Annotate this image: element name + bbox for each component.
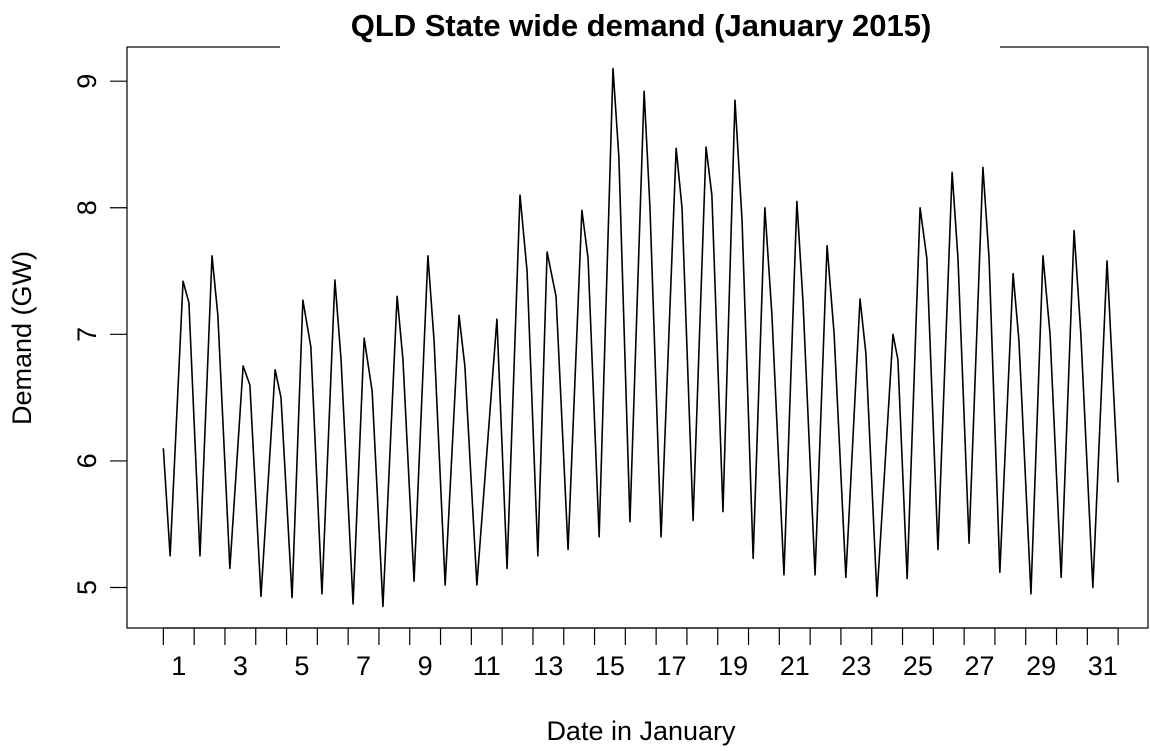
x-tick-label: 17	[657, 651, 687, 681]
chart-title: QLD State wide demand (January 2015)	[351, 8, 932, 43]
y-tick-label: 6	[72, 453, 102, 468]
x-tick-label: 15	[595, 651, 625, 681]
x-tick-label: 21	[780, 651, 810, 681]
x-tick-label: 5	[294, 651, 309, 681]
x-axis-label: Date in January	[546, 716, 736, 746]
x-tick-label: 27	[965, 651, 995, 681]
x-tick-label: 19	[718, 651, 748, 681]
y-tick-label: 9	[72, 74, 102, 89]
x-tick-label: 31	[1088, 651, 1118, 681]
y-axis-label: Demand (GW)	[7, 251, 37, 425]
x-tick-label: 9	[418, 651, 433, 681]
y-tick-label: 7	[72, 327, 102, 342]
y-tick-label: 5	[72, 580, 102, 595]
data-line	[162, 67, 1119, 608]
x-tick-label: 23	[841, 651, 871, 681]
x-tick-label: 13	[533, 651, 563, 681]
x-tick-label: 1	[171, 651, 186, 681]
y-tick-label: 8	[72, 200, 102, 215]
title-background	[280, 5, 1000, 50]
x-tick-label: 29	[1026, 651, 1056, 681]
x-tick-label: 25	[903, 651, 933, 681]
plot-box	[126, 46, 1149, 629]
x-tick-label: 3	[233, 651, 248, 681]
x-tick-label: 7	[356, 651, 371, 681]
x-tick-label: 11	[473, 651, 501, 681]
